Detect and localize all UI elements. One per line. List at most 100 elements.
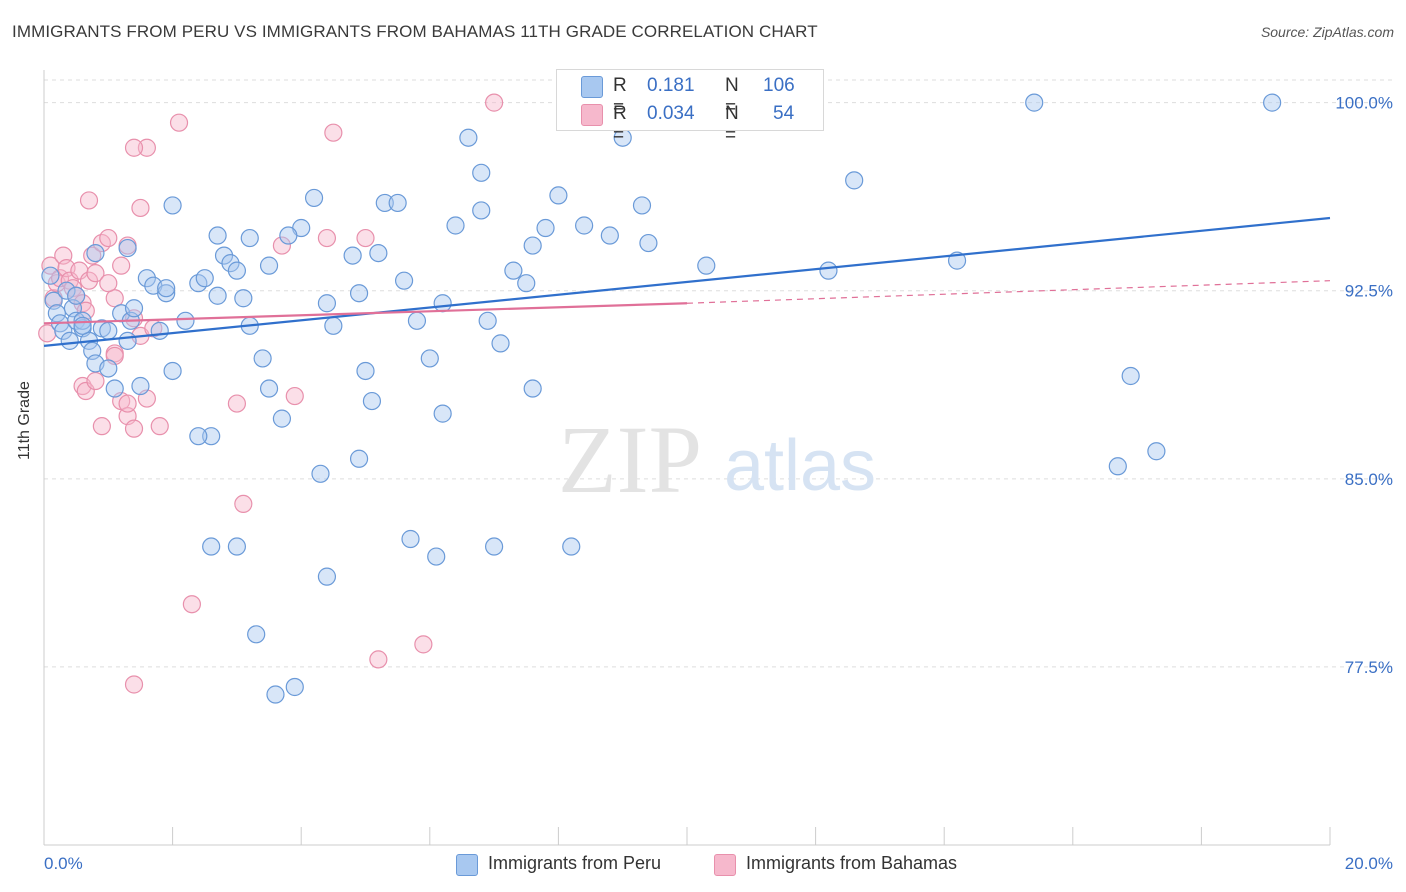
- peru-trend-line: [43, 216, 1331, 347]
- peru-point: [176, 311, 195, 330]
- axis-layer: [43, 70, 1331, 846]
- x-tick-label-min: 0.0%: [44, 854, 83, 873]
- bahamas-point: [272, 236, 292, 255]
- peru-point: [259, 379, 279, 398]
- bahamas-point: [317, 228, 337, 248]
- peru-point: [349, 284, 369, 303]
- bahamas-point: [99, 228, 118, 248]
- peru-point: [214, 246, 234, 265]
- bahamas-point: [356, 228, 375, 248]
- series-peru-points: [41, 93, 1282, 704]
- peru-point: [285, 677, 304, 697]
- series-bahamas-points: [38, 93, 504, 694]
- bahamas-point: [234, 494, 253, 513]
- peru-point: [600, 226, 619, 245]
- peru-point: [1121, 366, 1140, 386]
- bahamas-point: [285, 386, 304, 406]
- peru-point: [433, 294, 452, 313]
- peru-point: [1108, 457, 1127, 476]
- peru-point: [536, 218, 555, 238]
- peru-point: [227, 261, 246, 280]
- y-tick-label: 77.5%: [1345, 658, 1393, 677]
- peru-point: [639, 233, 658, 253]
- bahamas-swatch: [714, 854, 736, 876]
- bahamas-point: [118, 394, 137, 413]
- r-value: 0.034: [647, 103, 695, 124]
- peru-point: [157, 279, 176, 298]
- y-axis-label: 11th Grade: [16, 381, 33, 460]
- n-label: N =: [725, 75, 739, 118]
- bahamas-trend-line: [43, 302, 688, 325]
- peru-point: [517, 274, 536, 293]
- peru-point: [317, 294, 337, 313]
- r-label: R =: [613, 75, 627, 118]
- peru-point: [388, 193, 407, 213]
- peru-point: [407, 311, 427, 330]
- peru-point: [819, 261, 838, 280]
- bahamas-point: [99, 274, 118, 293]
- watermark-atlas: atlas: [724, 426, 876, 506]
- y-tick-label: 85.0%: [1345, 470, 1393, 489]
- peru-point: [41, 266, 60, 285]
- peru-point: [202, 537, 221, 556]
- bahamas-point: [414, 635, 433, 654]
- tick-labels: 77.5% 85.0% 92.5% 100.0% 0.0% 20.0%: [44, 94, 1393, 873]
- bahamas-point: [137, 138, 156, 157]
- peru-point: [86, 243, 105, 263]
- peru-point: [394, 271, 414, 290]
- bahamas-point: [182, 595, 201, 614]
- bahamas-point: [112, 256, 131, 275]
- legend-label: Immigrants from Peru: [488, 853, 662, 873]
- peru-point: [266, 685, 285, 704]
- y-tick-label: 100.0%: [1335, 94, 1393, 113]
- bahamas-point: [92, 417, 111, 436]
- peru-point: [1263, 93, 1282, 112]
- bahamas-point: [369, 650, 388, 669]
- peru-point: [632, 196, 652, 215]
- bahamas-trend-extension: [686, 280, 1331, 304]
- source-credit: Source: ZipAtlas.com: [1260, 24, 1394, 40]
- bahamas-point: [79, 191, 99, 210]
- peru-point: [221, 254, 240, 273]
- peru-point: [478, 311, 497, 330]
- legend-label: Immigrants from Bahamas: [746, 853, 958, 873]
- bahamas-point: [485, 93, 504, 112]
- correlation-legend: R = 0.181 N = 106 R = 0.034 N = 54: [556, 69, 824, 146]
- y-tick-label: 92.5%: [1345, 282, 1393, 301]
- peru-point: [272, 409, 292, 428]
- peru-point: [317, 567, 337, 586]
- peru-point: [57, 281, 76, 300]
- n-label: N =: [725, 103, 739, 146]
- peru-point: [259, 256, 279, 275]
- peru-point: [99, 321, 118, 340]
- chart-title: IMMIGRANTS FROM PERU VS IMMIGRANTS FROM …: [12, 22, 818, 41]
- peru-point: [485, 537, 504, 556]
- peru-point: [304, 188, 324, 208]
- peru-point: [157, 284, 176, 303]
- bahamas-point: [124, 419, 144, 438]
- bahamas-point: [86, 264, 105, 283]
- peru-point: [697, 256, 716, 275]
- peru-point: [234, 289, 253, 308]
- peru-point: [491, 334, 510, 353]
- bahamas-point: [169, 113, 189, 132]
- peru-point: [343, 246, 362, 265]
- bahamas-point: [124, 138, 144, 157]
- peru-point: [227, 537, 246, 556]
- peru-point: [208, 226, 227, 245]
- peru-point: [427, 547, 446, 566]
- peru-point: [420, 349, 439, 368]
- peru-point: [163, 361, 182, 381]
- peru-point: [362, 391, 382, 411]
- r-label: R =: [613, 103, 627, 146]
- peru-point: [324, 316, 343, 335]
- bahamas-point: [131, 198, 150, 218]
- grid-layer: [44, 79, 1392, 668]
- bahamas-point: [124, 675, 144, 694]
- peru-point: [118, 331, 137, 350]
- peru-swatch: [581, 76, 603, 98]
- r-value: 0.181: [647, 75, 695, 96]
- peru-point: [73, 316, 92, 335]
- peru-point: [311, 464, 330, 483]
